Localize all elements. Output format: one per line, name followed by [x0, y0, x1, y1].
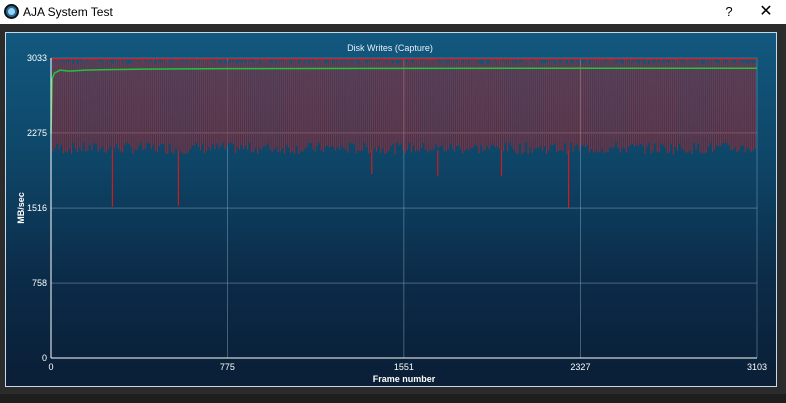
y-tick-label: 0 — [42, 353, 47, 363]
green-series-line — [50, 67, 757, 134]
y-tick-labels: 0 758 1516 2275 3033 — [27, 53, 47, 363]
chart-title: Disk Writes (Capture) — [347, 43, 433, 53]
y-tick-label: 1516 — [27, 203, 47, 213]
x-axis-label: Frame number — [373, 374, 436, 384]
x-tick-label: 1551 — [394, 362, 414, 372]
axes — [50, 58, 757, 359]
green-series — [50, 67, 757, 134]
help-button[interactable]: ? — [725, 4, 733, 19]
x-tick-labels: 0 775 1551 2327 3103 — [48, 362, 767, 372]
x-tick-label: 775 — [220, 362, 235, 372]
aja-logo-icon — [4, 4, 19, 19]
x-tick-label: 3103 — [747, 362, 767, 372]
y-tick-label: 3033 — [27, 53, 47, 63]
bottom-strip — [0, 394, 786, 403]
y-tick-label: 758 — [32, 278, 47, 288]
x-tick-label: 0 — [48, 362, 53, 372]
y-axis-label: MB/sec — [16, 192, 26, 224]
red-series — [50, 58, 757, 208]
window-title: AJA System Test — [23, 5, 113, 19]
x-tick-label: 2327 — [570, 362, 590, 372]
y-tick-label: 2275 — [27, 128, 47, 138]
close-button[interactable]: ✕ — [759, 3, 773, 20]
title-bar: AJA System Test ? ✕ — [0, 0, 786, 24]
